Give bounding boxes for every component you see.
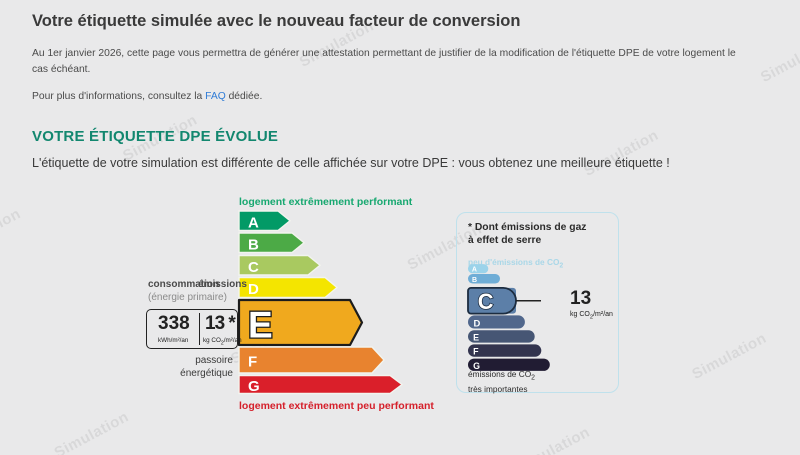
svg-text:F: F (248, 354, 257, 371)
svg-text:D: D (474, 317, 481, 328)
svg-text:F: F (473, 347, 479, 357)
svg-text:B: B (248, 236, 259, 253)
svg-text:E: E (248, 305, 273, 346)
svg-text:C: C (248, 259, 259, 276)
svg-text:C: C (478, 289, 494, 314)
svg-text:G: G (248, 378, 260, 395)
svg-text:A: A (248, 214, 259, 231)
svg-text:E: E (473, 333, 479, 343)
svg-text:A: A (472, 267, 477, 274)
svg-text:B: B (472, 277, 477, 284)
